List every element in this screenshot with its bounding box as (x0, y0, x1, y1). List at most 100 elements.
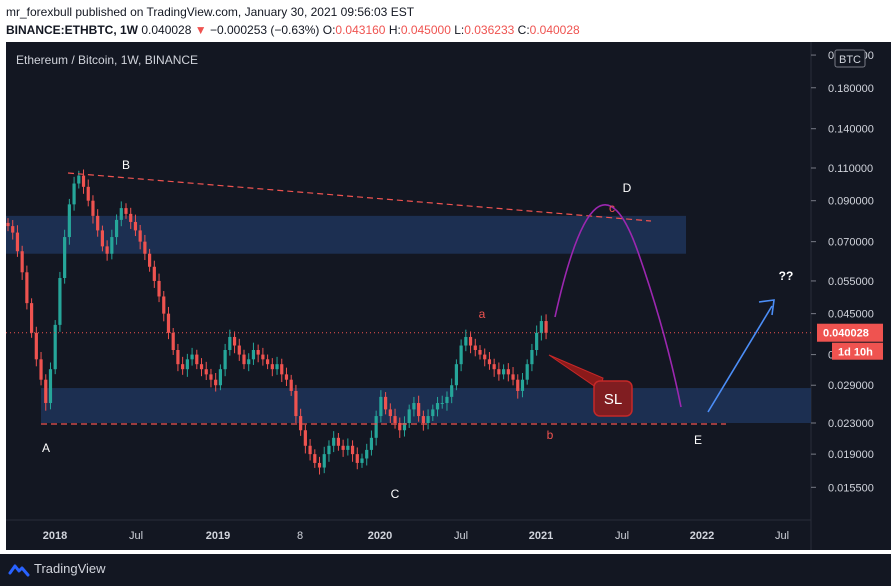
candle-body (39, 359, 43, 380)
wave-label: SL (604, 391, 622, 408)
candle-body (384, 396, 388, 410)
low-value: 0.036233 (464, 23, 515, 37)
candle-body (223, 349, 227, 370)
candle-body (421, 416, 425, 423)
candle-body (497, 369, 501, 375)
candle-body (402, 423, 407, 431)
candle-body (535, 332, 539, 350)
candle-body (129, 213, 133, 222)
candle-body (473, 345, 477, 350)
candle-body (483, 354, 487, 360)
candle-body (336, 437, 340, 446)
candle-body (48, 369, 53, 404)
chart-title: Ethereum / Bitcoin, 1W, BINANCE (16, 53, 198, 67)
candle-body (256, 349, 260, 355)
candle-body (209, 374, 213, 380)
wave-label: A (42, 441, 50, 455)
tradingview-brand[interactable]: TradingView (34, 561, 106, 576)
candle-body (199, 364, 204, 370)
candle-body (412, 403, 416, 410)
candle-body (214, 379, 218, 386)
candle-body (171, 332, 175, 350)
wave-label: ?? (779, 269, 794, 283)
y-tick-label: 0.045000 (828, 309, 874, 321)
candle-body (454, 364, 458, 386)
low-label: L: (454, 23, 465, 37)
x-tick-label: Jul (615, 530, 629, 542)
chart-svg[interactable]: 0.2200000.1800000.1400000.1100000.090000… (6, 42, 891, 550)
wave-label: c (609, 201, 615, 215)
candle-body (124, 208, 128, 214)
candle-body (294, 390, 298, 417)
chart-header: mr_forexbull published on TradingView.co… (0, 0, 891, 42)
currency-badge[interactable] (834, 49, 866, 68)
countdown-label: 1d 10h (838, 347, 873, 359)
candle-body (478, 349, 482, 355)
candle-body (114, 219, 119, 238)
candle-body (539, 321, 543, 333)
y-tick-label: 0.029000 (828, 380, 874, 392)
projection-arrow-line (707, 305, 773, 413)
candle-body (327, 445, 331, 455)
last-price-tag (817, 323, 883, 342)
candle-body (176, 349, 180, 365)
candle-body (379, 396, 383, 417)
candle-body (110, 237, 114, 254)
currency-label: BTC (839, 54, 861, 66)
candle-body (63, 237, 67, 279)
candle-body (322, 454, 326, 468)
candle-body (185, 359, 189, 370)
candle-body (162, 296, 166, 314)
candle-body (266, 359, 270, 365)
wave-label: B (122, 158, 130, 172)
candle-body (20, 251, 24, 273)
x-tick-label: 2021 (529, 530, 553, 542)
candle-body (91, 200, 95, 216)
candle-body (30, 303, 34, 333)
candle-body (506, 369, 510, 375)
price-change: −0.000253 (−0.63%) (209, 23, 320, 37)
y-tick-label: 0.180000 (828, 83, 874, 95)
close-value: 0.040028 (529, 23, 580, 37)
candle-body (450, 385, 454, 397)
candle-body (96, 215, 100, 231)
x-tick-label: 2022 (690, 530, 714, 542)
candle-body (355, 454, 359, 463)
candle-body (445, 396, 449, 404)
countdown-tag (832, 342, 883, 360)
candle-body (492, 364, 496, 370)
candle-body (284, 374, 289, 380)
candle-body (544, 321, 548, 333)
candle-body (308, 445, 312, 455)
tradingview-logo-icon (8, 564, 30, 577)
candle-body (143, 241, 147, 254)
candle-body (502, 369, 506, 375)
support-zone (41, 388, 811, 423)
candle-body (204, 369, 208, 375)
candle-body (299, 416, 303, 431)
candle-body (459, 345, 463, 365)
symbol-ohlc-line: BINANCE:ETHBTC, 1W 0.040028 ▼ −0.000253 … (6, 23, 580, 37)
down-arrow-icon: ▼ (194, 23, 207, 37)
candle-body (303, 430, 307, 446)
candle-body (487, 359, 492, 365)
candle-body (407, 409, 411, 423)
x-tick-label: 2020 (368, 530, 392, 542)
candle-body (374, 416, 378, 438)
candle-body (317, 462, 322, 468)
candle-body (53, 324, 57, 370)
sl-box (593, 380, 633, 417)
candle-body (464, 336, 468, 346)
candle-body (157, 280, 161, 297)
candle-body (440, 403, 444, 405)
y-tick-label: 0.019000 (828, 449, 874, 461)
x-tick-label: Jul (775, 530, 789, 542)
candle-body (350, 445, 355, 455)
candle-body (232, 336, 237, 346)
candle-body (346, 445, 350, 450)
wave-label: a (479, 307, 486, 321)
chart-panel[interactable]: 0.2200000.1800000.1400000.1100000.090000… (6, 42, 891, 550)
arrow-head-icon (758, 299, 775, 316)
trendline-b-c (67, 172, 652, 222)
candle-body (280, 364, 284, 375)
